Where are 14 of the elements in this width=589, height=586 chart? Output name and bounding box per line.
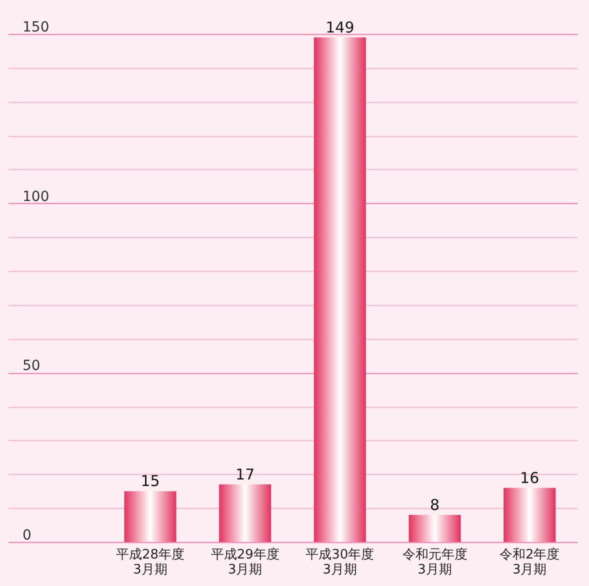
- data-label: 17: [236, 465, 255, 484]
- x-tick-label: 平成29年度 3月期: [210, 546, 280, 578]
- x-tick-label: 平成30年度 3月期: [306, 546, 374, 578]
- y-tick-label: 0: [22, 528, 32, 544]
- y-tick-label: 50: [22, 358, 40, 374]
- x-tick-label: 令和元年度 3月期: [402, 546, 468, 578]
- data-label: 16: [520, 468, 540, 487]
- data-label: 15: [140, 472, 160, 490]
- y-tick-label: 150: [22, 20, 50, 36]
- data-label: 8: [430, 496, 440, 514]
- x-tick-label: 平成28年度 3月期: [116, 546, 185, 578]
- y-tick-label: 100: [22, 188, 50, 205]
- data-label: 149: [326, 18, 354, 36]
- x-tick-label: 令和2年度 3月期: [499, 546, 560, 578]
